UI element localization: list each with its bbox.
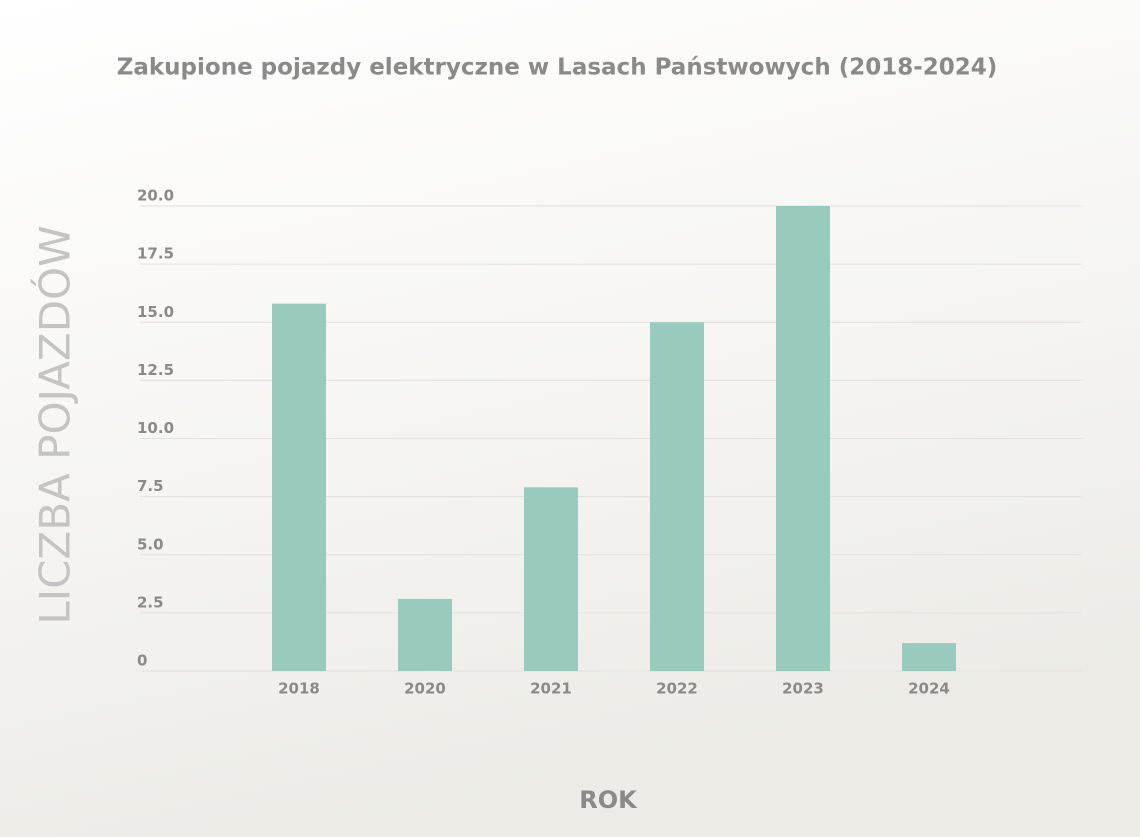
x-tick-label: 2022 xyxy=(656,680,698,698)
y-tick-label: 20.0 xyxy=(137,187,174,205)
y-tick-label: 0 xyxy=(137,652,147,670)
bar xyxy=(524,487,578,671)
x-tick-label: 2021 xyxy=(530,680,572,698)
chart-title: Zakupione pojazdy elektryczne w Lasach P… xyxy=(117,55,998,81)
y-tick-label: 5.0 xyxy=(137,535,164,553)
bar xyxy=(902,643,956,671)
bar xyxy=(776,206,830,671)
bar xyxy=(398,598,452,671)
y-tick-label: 2.5 xyxy=(137,593,164,611)
y-tick-label: 17.5 xyxy=(137,245,174,263)
y-tick-label: 7.5 xyxy=(137,477,164,495)
x-tick-label: 2020 xyxy=(404,680,446,698)
x-tick-label: 2018 xyxy=(278,680,320,698)
y-tick-label: 10.0 xyxy=(137,419,174,437)
x-tick-label: 2024 xyxy=(908,680,950,698)
x-axis-label: ROK xyxy=(579,786,638,814)
bar xyxy=(272,303,326,671)
y-tick-label: 12.5 xyxy=(137,361,174,379)
y-tick-label: 15.0 xyxy=(137,303,174,321)
bar xyxy=(650,322,704,671)
y-axis-label: LICZBA POJAZDÓW xyxy=(30,225,80,624)
x-tick-label: 2023 xyxy=(782,680,824,698)
